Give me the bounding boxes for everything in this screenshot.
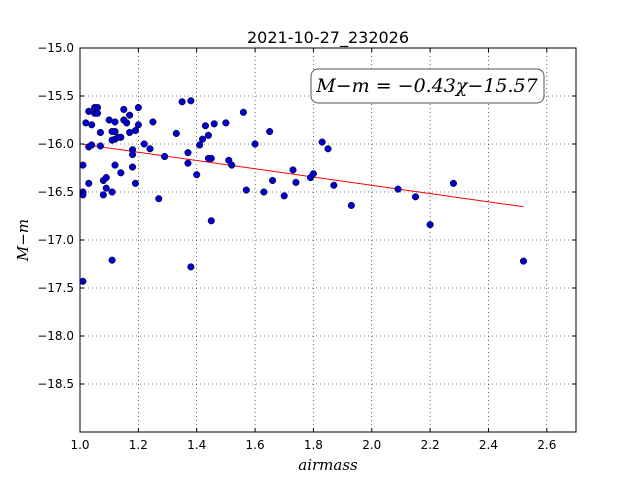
x-tick-label-2: 1.4 [187, 438, 206, 452]
data-point-14 [96, 142, 104, 150]
data-point-62 [207, 217, 215, 225]
data-point-46 [149, 118, 157, 126]
data-point-53 [187, 97, 195, 105]
y-tick-label-5: −17.5 [37, 281, 74, 295]
data-point-44 [140, 140, 148, 148]
y-tick-label-1: −15.5 [37, 89, 74, 103]
data-point-43 [134, 121, 142, 129]
data-point-66 [228, 161, 236, 169]
y-tick-label-4: −17.0 [37, 233, 74, 247]
data-point-81 [347, 201, 355, 209]
x-axis-label: airmass [298, 456, 358, 474]
data-point-48 [161, 152, 169, 161]
data-point-69 [251, 140, 259, 148]
data-point-68 [242, 186, 250, 194]
data-point-19 [102, 184, 110, 192]
fit-line [82, 143, 524, 208]
data-point-51 [184, 149, 192, 157]
x-tick-label-5: 2.0 [362, 438, 381, 452]
data-point-64 [222, 119, 230, 127]
data-point-77 [309, 170, 317, 178]
data-point-24 [108, 256, 116, 264]
annotation-box: M−m = −0.43χ−15.57 [310, 68, 545, 104]
data-point-75 [292, 178, 300, 186]
data-point-83 [411, 193, 420, 201]
data-point-70 [260, 188, 268, 196]
x-tick-label-4: 1.8 [304, 438, 323, 452]
data-point-9 [88, 121, 96, 129]
data-point-13 [93, 109, 102, 117]
data-point-41 [131, 127, 139, 135]
data-point-86 [519, 257, 528, 265]
data-point-32 [120, 105, 128, 113]
data-point-59 [204, 131, 212, 139]
annotation-frame [310, 68, 545, 104]
data-point-31 [117, 169, 125, 177]
y-tick-label-6: −18.0 [37, 329, 74, 343]
x-axis-ticks: 1.0 1.2 1.4 1.6 1.8 2.0 2.2 2.4 2.6 [70, 48, 556, 452]
x-tick-label-8: 2.6 [537, 438, 556, 452]
data-point-3 [79, 191, 87, 199]
data-point-34 [123, 119, 131, 127]
x-tick-label-3: 1.6 [246, 438, 265, 452]
y-tick-label-7: −18.5 [37, 377, 74, 391]
data-point-73 [280, 192, 288, 200]
data-point-74 [289, 166, 297, 174]
data-point-47 [155, 195, 163, 203]
data-point-30 [117, 133, 125, 141]
y-tick-label-0: −15.0 [37, 41, 74, 55]
data-point-38 [128, 151, 137, 159]
data-point-61 [207, 154, 215, 162]
data-point-26 [111, 118, 119, 126]
data-point-8 [88, 141, 96, 149]
data-point-1 [79, 161, 87, 169]
data-point-58 [201, 122, 210, 130]
data-point-42 [134, 103, 142, 112]
fit-line-group [82, 143, 524, 208]
data-point-63 [210, 120, 218, 128]
data-point-82 [394, 185, 402, 193]
data-point-79 [324, 145, 332, 153]
data-point-18 [102, 174, 110, 182]
data-point-5 [85, 179, 93, 187]
data-point-80 [330, 181, 338, 189]
data-point-45 [146, 145, 154, 153]
data-point-78 [318, 138, 326, 146]
data-point-25 [111, 127, 119, 136]
data-point-17 [99, 191, 107, 199]
y-tick-label-3: −16.5 [37, 185, 74, 199]
x-tick-label-0: 1.0 [70, 438, 89, 452]
data-point-57 [198, 135, 207, 143]
chart-title: 2021-10-27_232026 [247, 28, 409, 48]
data-point-55 [193, 171, 201, 179]
data-points [79, 97, 528, 285]
data-point-28 [111, 161, 119, 169]
data-point-84 [426, 221, 434, 229]
x-tick-label-1: 1.2 [129, 438, 148, 452]
y-axis-ticks: −15.0 −15.5 −16.0 −16.5 −17.0 −17.5 −18.0 −18.5 [37, 41, 576, 391]
data-point-49 [172, 129, 180, 137]
x-tick-label-6: 2.2 [421, 438, 440, 452]
data-point-50 [178, 98, 186, 106]
data-point-15 [96, 128, 104, 137]
data-point-85 [449, 179, 458, 187]
data-point-39 [128, 163, 137, 171]
y-tick-label-2: −16.0 [37, 137, 74, 151]
data-point-23 [108, 188, 116, 196]
data-point-71 [266, 127, 274, 136]
data-point-67 [239, 108, 247, 116]
y-axis-label: M−m [14, 219, 32, 262]
data-point-52 [184, 159, 192, 167]
data-point-40 [131, 179, 139, 187]
data-point-54 [187, 263, 195, 271]
x-tick-label-7: 2.4 [479, 438, 498, 452]
data-point-0 [79, 277, 87, 285]
data-point-56 [196, 141, 204, 149]
data-point-72 [269, 176, 277, 185]
fit-equation: M−m = −0.43χ−15.57 [315, 75, 538, 97]
data-point-35 [126, 111, 134, 119]
grid-lines [79, 47, 576, 432]
